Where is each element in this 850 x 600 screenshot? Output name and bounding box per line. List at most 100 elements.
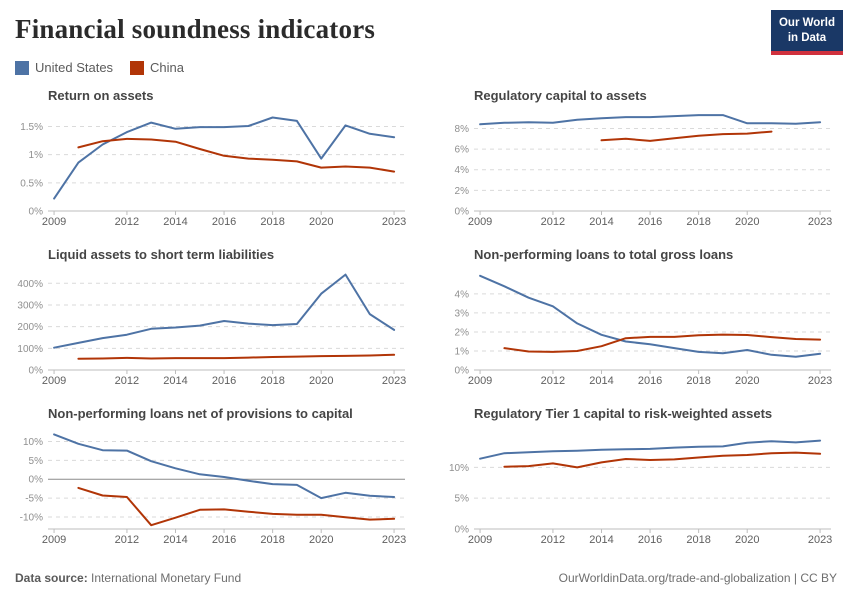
x-tick-label: 2020 [309, 375, 333, 387]
x-tick-label: 2012 [541, 534, 565, 546]
chart-panel-regulatory-capital-to-assets: Regulatory capital to assets 0% 2% 4% 6% 8% 20… [438, 88, 838, 238]
x-tick-label: 2012 [115, 534, 139, 546]
chart-panel-liquid-assets-to-short-term-liabilities: Liquid assets to short term liabilities 0… [12, 247, 412, 397]
x-tick-label: 2018 [260, 534, 284, 546]
x-tick-label: 2016 [212, 534, 236, 546]
line-series-china[interactable] [77, 486, 396, 527]
y-tick-label: 1.5% [20, 122, 43, 133]
legend-item-china[interactable]: China [130, 60, 184, 75]
chart-title: Non-performing loans net of provisions t… [48, 406, 353, 421]
x-tick-label: 2016 [212, 375, 236, 387]
x-tick-label: 2009 [468, 375, 492, 387]
chart-panel-return-on-assets: Return on assets 0% 0.5% 1% 1.5% 2009 2012 2014… [12, 88, 412, 238]
data-source-value: International Monetary Fund [91, 571, 242, 585]
y-tick-label: 8% [455, 124, 470, 135]
x-tick-label: 2009 [468, 216, 492, 228]
line-series-china[interactable] [77, 353, 396, 360]
line-series-united-states[interactable] [53, 433, 396, 500]
y-tick-label: 400% [17, 279, 43, 290]
x-tick-label: 2018 [686, 534, 710, 546]
x-tick-label: 2009 [42, 375, 66, 387]
legend-label: United States [35, 60, 114, 75]
y-tick-label: 0% [455, 366, 470, 377]
chart-title: Liquid assets to short term liabilities [48, 247, 275, 262]
y-tick-label: 100% [17, 344, 43, 355]
y-tick-label: 10% [23, 437, 43, 448]
x-tick-label: 2018 [260, 216, 284, 228]
y-tick-label: 0% [455, 207, 470, 218]
x-tick-label: 2018 [686, 216, 710, 228]
line-series-china[interactable] [77, 137, 396, 173]
x-tick-label: 2016 [212, 216, 236, 228]
footer: Data source: International Monetary Fund… [15, 571, 837, 585]
y-tick-label: 4% [455, 165, 470, 176]
x-tick-label: 2023 [382, 375, 406, 387]
x-tick-label: 2012 [541, 375, 565, 387]
x-tick-label: 2023 [808, 534, 832, 546]
x-tick-label: 2020 [309, 534, 333, 546]
owid-logo-line2: in Data [787, 31, 827, 44]
legend-item-united-states[interactable]: United States [15, 60, 113, 75]
x-tick-label: 2014 [163, 375, 187, 387]
x-tick-label: 2018 [260, 375, 284, 387]
legend: United States China [15, 60, 850, 75]
x-tick-label: 2020 [735, 534, 759, 546]
chart-non-performing-loans-net-of-provisions-to-capital: -10% -5% 0% 5% 10% 2009 2012 2014 2016 2018 2020 20… [20, 433, 406, 546]
y-tick-label: -5% [25, 494, 43, 505]
chart-panel-non-performing-loans-net-of-provisions-to-capital: Non-performing loans net of provisions t… [12, 406, 412, 556]
y-tick-label: 0% [455, 525, 470, 536]
line-series-united-states[interactable] [53, 273, 396, 349]
line-series-united-states[interactable] [53, 116, 396, 200]
y-tick-label: 6% [455, 145, 470, 156]
chart-regulatory-capital-to-assets: 0% 2% 4% 6% 8% 2009 2012 2014 2016 2018 2020 2023 [455, 114, 832, 228]
page-title: Financial soundness indicators [15, 14, 376, 44]
x-tick-label: 2009 [42, 216, 66, 228]
x-tick-label: 2009 [468, 534, 492, 546]
x-tick-label: 2020 [735, 216, 759, 228]
y-tick-label: 1% [455, 346, 470, 357]
x-tick-label: 2014 [163, 216, 187, 228]
y-tick-label: 3% [455, 308, 470, 319]
x-tick-label: 2020 [735, 375, 759, 387]
x-tick-label: 2012 [541, 216, 565, 228]
chart-panel-non-performing-loans-to-total-gross-loans: Non-performing loans to total gross loan… [438, 247, 838, 397]
legend-label: China [150, 60, 185, 75]
chart-title: Return on assets [48, 88, 154, 103]
y-tick-label: 0% [29, 475, 44, 486]
chart-panel-regulatory-tier-1-capital-to-risk-weighted-assets: Regulatory Tier 1 capital to risk-weight… [438, 406, 838, 556]
data-source-label: Data source: [15, 571, 88, 585]
y-tick-label: 0% [29, 366, 44, 377]
y-tick-label: 5% [29, 456, 44, 467]
y-tick-label: 0.5% [20, 178, 43, 189]
y-tick-label: 10% [449, 463, 469, 474]
x-tick-label: 2023 [808, 216, 832, 228]
x-tick-label: 2014 [163, 534, 187, 546]
line-series-united-states[interactable] [479, 274, 822, 358]
owid-logo-line1: Our World [778, 17, 835, 29]
x-tick-label: 2023 [808, 375, 832, 387]
y-tick-label: 2% [455, 186, 470, 197]
y-tick-label: 200% [17, 322, 43, 333]
chart-title: Regulatory Tier 1 capital to risk-weight… [474, 406, 773, 421]
line-series-united-states[interactable] [479, 114, 822, 126]
line-series-united-states[interactable] [479, 439, 822, 460]
x-tick-label: 2023 [382, 534, 406, 546]
line-series-china[interactable] [503, 451, 822, 469]
chart-title: Regulatory capital to assets [474, 88, 647, 103]
line-series-china[interactable] [600, 130, 773, 142]
x-tick-label: 2014 [589, 375, 613, 387]
x-tick-label: 2014 [589, 534, 613, 546]
x-tick-label: 2016 [638, 534, 662, 546]
chart-liquid-assets-to-short-term-liabilities: 0% 100% 200% 300% 400% 2009 2012 2014 2016 2018 20… [17, 273, 406, 387]
x-tick-label: 2020 [309, 216, 333, 228]
y-tick-label: 1% [29, 150, 44, 161]
chart-non-performing-loans-to-total-gross-loans: 0% 1% 2% 3% 4% 2009 2012 2014 2016 2018 2020 2023 [455, 274, 832, 387]
x-tick-label: 2016 [638, 216, 662, 228]
x-tick-label: 2012 [115, 216, 139, 228]
data-source: Data source: International Monetary Fund [15, 571, 241, 585]
x-tick-label: 2009 [42, 534, 66, 546]
line-series-china[interactable] [503, 333, 822, 353]
footer-credit-link[interactable]: OurWorldinData.org/trade-and-globalizati… [558, 571, 837, 585]
x-tick-label: 2018 [686, 375, 710, 387]
